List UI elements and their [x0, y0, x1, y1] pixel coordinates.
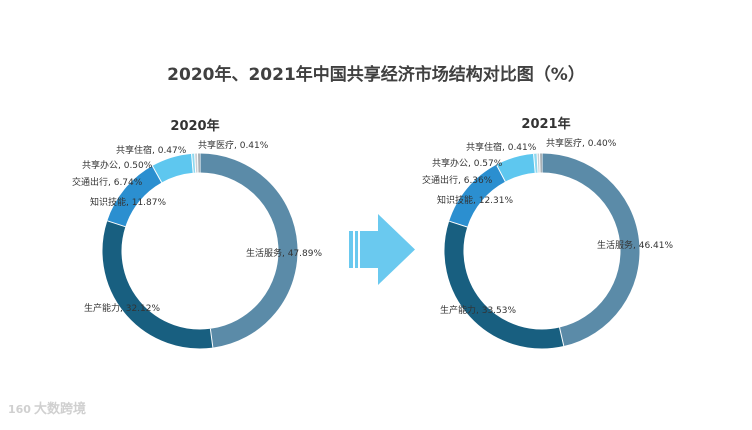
- slice-separator: [449, 220, 468, 228]
- slice-label: 生产能力, 33.53%: [440, 304, 516, 316]
- donut-title: 2021年: [521, 116, 570, 132]
- right-arrow-icon: [349, 214, 415, 285]
- slice-label: 生产能力, 32.12%: [84, 302, 160, 314]
- slice-separator: [151, 165, 163, 183]
- watermark-logo: 160: [8, 403, 31, 416]
- donut-slice-交通出行: [152, 153, 194, 183]
- slice-label: 交通出行, 6.74%: [72, 176, 143, 188]
- slice-separator: [533, 153, 536, 173]
- arrow-bar: [360, 231, 378, 268]
- donut-2021: 生活服务, 46.41% 生产能力, 33.53% 知识技能, 12.31% 交通出行…: [422, 116, 673, 349]
- slice-separator: [559, 327, 565, 347]
- chart-title: 2020年、2021年中国共享经济市场结构对比图（%）: [167, 65, 585, 85]
- slice-label: 共享医疗, 0.41%: [198, 139, 269, 151]
- arrow-bar: [349, 231, 353, 268]
- watermark-text: 大数跨境: [33, 402, 86, 417]
- slice-label: 共享住宿, 0.41%: [466, 141, 537, 153]
- slice-label: 生活服务, 46.41%: [597, 239, 673, 251]
- donut-slice-知识技能: [449, 164, 506, 228]
- donut-slice-知识技能: [107, 165, 162, 228]
- donut-slice-交通出行: [496, 153, 536, 182]
- slice-separator: [536, 153, 539, 173]
- slice-label: 生活服务, 47.89%: [246, 247, 322, 259]
- slice-label: 交通出行, 6.36%: [422, 174, 493, 186]
- donut-slice-生活服务: [199, 153, 298, 348]
- slice-label: 共享住宿, 0.47%: [116, 144, 187, 156]
- arrow-bar: [355, 231, 358, 268]
- slice-label: 知识技能, 11.87%: [90, 196, 166, 208]
- watermark: 160 大数跨境: [8, 398, 86, 417]
- donut-slice-生活服务: [541, 153, 640, 347]
- donut-slice-生产能力: [102, 220, 213, 349]
- slice-separator: [495, 164, 506, 182]
- donut-2020: 生活服务, 47.89% 生产能力, 32.12% 知识技能, 11.87% 交通出行…: [72, 118, 322, 349]
- slice-label: 知识技能, 12.31%: [437, 194, 513, 206]
- slice-label: 共享医疗, 0.40%: [546, 137, 617, 149]
- donut-slice-生产能力: [444, 221, 564, 349]
- slice-label: 共享办公, 0.50%: [82, 159, 153, 171]
- donut-title: 2020年: [170, 118, 219, 134]
- slice-label: 共享办公, 0.57%: [432, 157, 503, 169]
- arrow-head: [378, 214, 415, 285]
- slice-separator: [194, 153, 197, 173]
- slice-separator: [191, 153, 194, 173]
- slice-separator: [107, 220, 126, 228]
- slice-separator: [209, 328, 214, 348]
